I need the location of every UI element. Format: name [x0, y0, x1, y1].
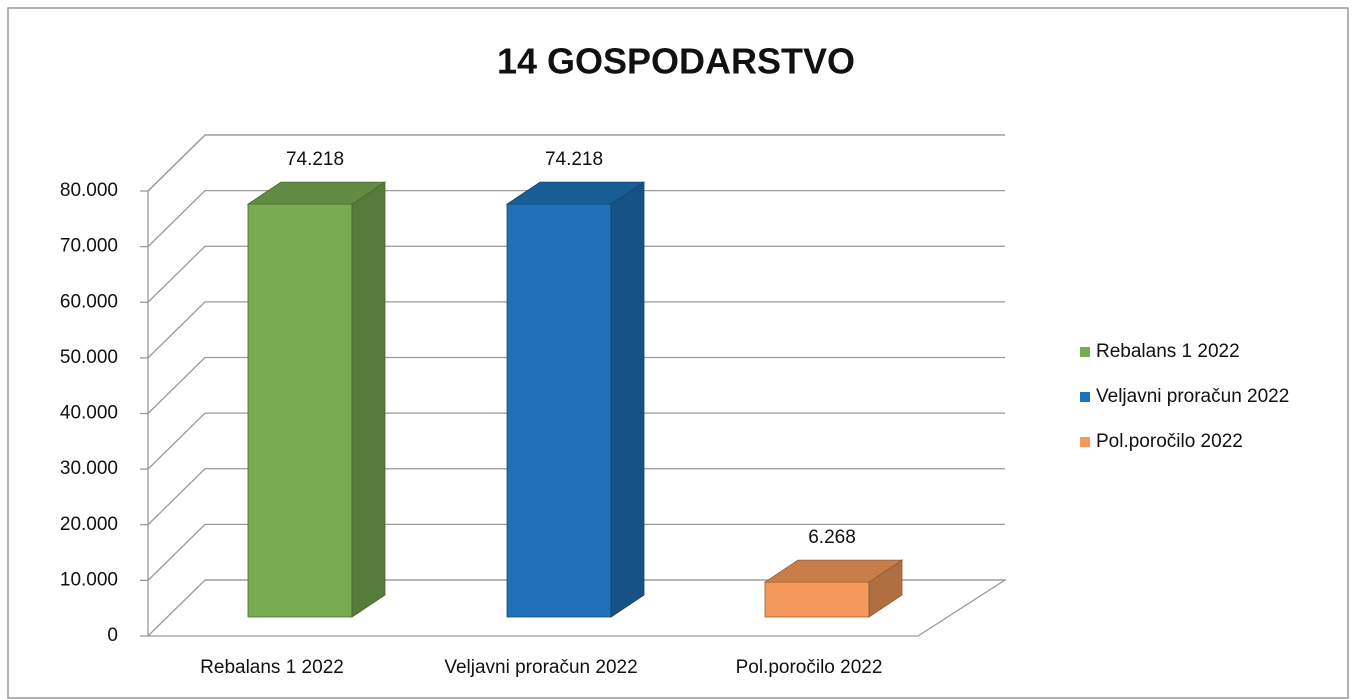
bar-front	[506, 203, 612, 618]
grid-line	[147, 523, 1005, 581]
y-tick-label: 10.000	[60, 569, 118, 590]
y-tick-label: 20.000	[60, 514, 118, 535]
y-tick-label: 0	[107, 625, 118, 646]
legend-label: Veljavni proračun 2022	[1096, 386, 1289, 407]
y-tick-label: 30.000	[60, 458, 118, 479]
grid-line	[147, 301, 1005, 359]
bar-side	[610, 181, 645, 618]
x-tick-label: Rebalans 1 2022	[200, 657, 344, 678]
y-tick-label: 40.000	[60, 403, 118, 424]
y-tick-label: 80.000	[60, 180, 118, 201]
grid-line	[147, 134, 1005, 192]
data-label: 74.218	[286, 149, 344, 170]
grid-line	[147, 356, 1005, 414]
bar	[763, 559, 904, 618]
data-label: 6.268	[808, 527, 856, 548]
legend-label: Rebalans 1 2022	[1096, 341, 1240, 362]
chart-border	[7, 7, 1349, 699]
legend-swatch	[1080, 347, 1090, 357]
legend-swatch	[1080, 392, 1090, 402]
grid-line	[147, 189, 1005, 248]
data-label: 74.218	[545, 149, 603, 170]
y-tick-label: 50.000	[60, 347, 118, 368]
bar-top	[505, 181, 646, 205]
legend-swatch	[1080, 437, 1090, 447]
bar	[505, 181, 646, 618]
bar-side	[351, 181, 386, 618]
grid-line	[147, 245, 1005, 303]
bar	[246, 181, 387, 618]
x-tick-label: Veljavni proračun 2022	[444, 657, 637, 678]
bar-front	[764, 581, 870, 618]
chart-title: 14 GOSPODARSTVO	[497, 41, 855, 82]
y-tick-label: 70.000	[60, 236, 118, 257]
grid-line	[147, 468, 1005, 526]
grid-line	[147, 412, 1005, 470]
y-tick-label: 60.000	[60, 291, 118, 312]
bar-top	[763, 559, 904, 583]
x-tick-label: Pol.poročilo 2022	[736, 657, 883, 678]
grid-line	[147, 579, 1005, 637]
legend-label: Pol.poročilo 2022	[1096, 431, 1243, 452]
bar-front	[247, 203, 353, 618]
bar-top	[246, 181, 387, 205]
